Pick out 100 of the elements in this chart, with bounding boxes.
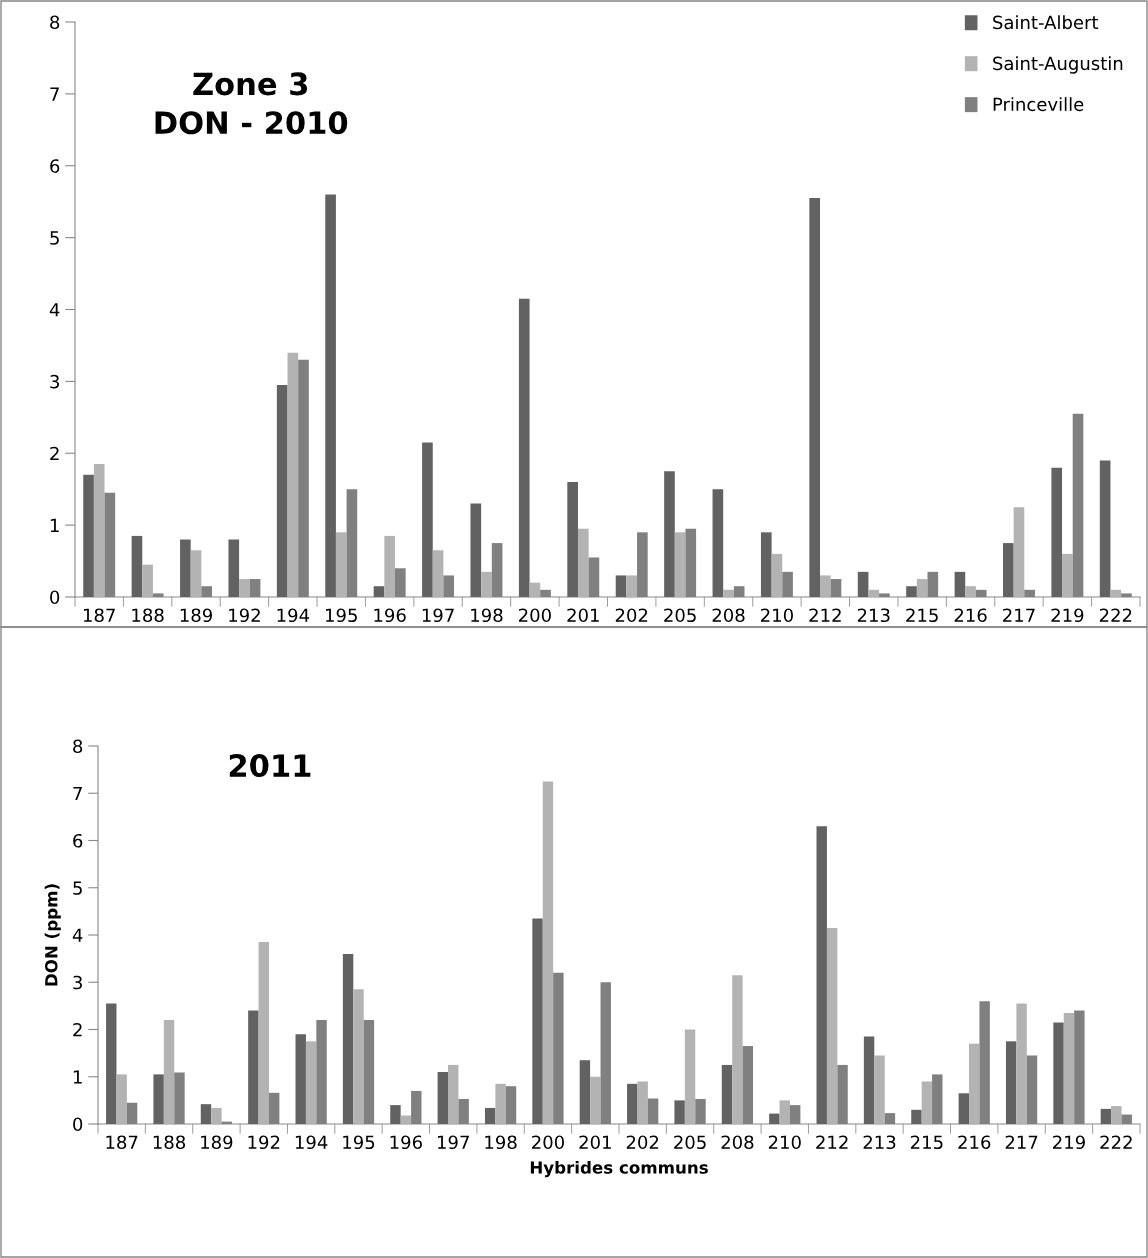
bar — [826, 927, 838, 1124]
x-tick-label: 195 — [343, 1135, 375, 1150]
bar — [1053, 1022, 1064, 1124]
x-tick-label: 196 — [390, 1135, 422, 1150]
x-axis-title: Hybrides communs — [530, 1160, 708, 1178]
x-tick-label: 219 — [1053, 1135, 1085, 1150]
bar — [674, 532, 686, 597]
chart-title: 2011 — [229, 753, 311, 778]
x-tick-label: 188 — [132, 608, 164, 623]
bar — [969, 1043, 980, 1124]
bar — [627, 1083, 638, 1124]
x-tick-label: 215 — [906, 608, 938, 623]
bar — [577, 528, 589, 597]
bar — [1003, 543, 1014, 597]
bar — [732, 975, 743, 1124]
x-tick-label: 200 — [532, 1135, 564, 1150]
bar — [142, 564, 153, 597]
y-tick-label: 7 — [50, 87, 59, 101]
bar — [228, 539, 240, 597]
bar — [373, 586, 385, 597]
x-tick-label: 201 — [567, 608, 599, 623]
x-tick-label: 202 — [615, 608, 648, 623]
x-tick-label: 202 — [626, 1135, 659, 1150]
bar — [437, 1072, 449, 1124]
y-tick-label: 8 — [73, 739, 83, 754]
bar — [131, 535, 143, 597]
bar — [921, 1081, 933, 1124]
bar — [1100, 1108, 1112, 1124]
bar — [384, 535, 395, 597]
x-tick-label: 222 — [1099, 608, 1132, 622]
bar — [684, 1029, 696, 1124]
x-tick-label: 195 — [326, 608, 357, 623]
x-tick-label: 210 — [768, 1135, 801, 1150]
bar — [153, 1074, 164, 1124]
bar — [190, 550, 202, 597]
bar — [712, 489, 724, 597]
bar — [1099, 460, 1111, 597]
x-tick-label: 217 — [1005, 1135, 1038, 1149]
x-tick-label: 216 — [954, 608, 987, 623]
y-tick-label: 4 — [49, 303, 60, 317]
bar — [163, 1020, 175, 1124]
y-tick-label: 2 — [73, 1022, 82, 1037]
bar — [529, 582, 541, 597]
bar — [390, 1105, 401, 1124]
bar — [448, 1064, 459, 1124]
bar — [626, 575, 638, 597]
x-tick-label: 201 — [579, 1135, 611, 1150]
bar — [615, 575, 627, 597]
bar — [295, 1034, 306, 1124]
bar — [325, 194, 336, 597]
x-tick-label: 212 — [809, 608, 841, 622]
legend-label: Princeville — [993, 97, 1084, 112]
bar — [567, 482, 578, 597]
bar — [637, 1081, 648, 1124]
y-tick-label: 6 — [73, 833, 83, 848]
bar — [342, 953, 354, 1124]
y-tick-label: 1 — [73, 1070, 82, 1084]
y-tick-label: 5 — [50, 231, 59, 245]
bar — [857, 571, 869, 597]
y-tick-label: 8 — [50, 15, 60, 30]
y-tick-label: 6 — [50, 159, 60, 173]
bar — [276, 384, 288, 597]
x-tick-label: 210 — [761, 608, 793, 623]
x-tick-label: 192 — [248, 1135, 280, 1150]
bar — [911, 1109, 922, 1124]
bar — [664, 471, 675, 597]
y-tick-label: 4 — [72, 928, 83, 942]
x-tick-label: 198 — [485, 1135, 517, 1150]
bar — [906, 586, 917, 597]
bar — [820, 575, 831, 597]
bar — [481, 571, 492, 597]
bar — [305, 1041, 317, 1124]
bar — [590, 1076, 601, 1124]
x-tick-label: 212 — [816, 1135, 848, 1149]
x-tick-label: 213 — [863, 1135, 896, 1150]
bar — [816, 826, 827, 1124]
x-tick-label: 189 — [180, 608, 212, 623]
bar — [106, 1003, 117, 1124]
x-tick-label: 219 — [1051, 608, 1084, 623]
x-tick-label: 198 — [471, 608, 503, 623]
bar — [1005, 1041, 1017, 1124]
x-tick-label: 197 — [422, 608, 454, 623]
bar — [674, 1100, 685, 1124]
x-tick-label: 205 — [664, 608, 696, 623]
x-tick-label: 208 — [721, 1135, 754, 1150]
bar — [518, 298, 530, 597]
x-tick-label: 189 — [201, 1135, 233, 1150]
legend-label: Saint-Augustin — [993, 56, 1123, 74]
bar — [779, 1100, 790, 1124]
y-tick-label: 1 — [50, 518, 59, 532]
bar — [93, 464, 105, 597]
bar — [1013, 507, 1025, 597]
y-tick-label: 7 — [73, 786, 82, 801]
x-tick-label: 188 — [153, 1135, 186, 1150]
bar — [916, 579, 928, 597]
bar — [1110, 589, 1122, 597]
legend-label: Saint-Albert — [993, 15, 1099, 30]
bar — [769, 1113, 780, 1124]
bar — [579, 1060, 591, 1124]
x-tick-label: 216 — [958, 1135, 991, 1150]
